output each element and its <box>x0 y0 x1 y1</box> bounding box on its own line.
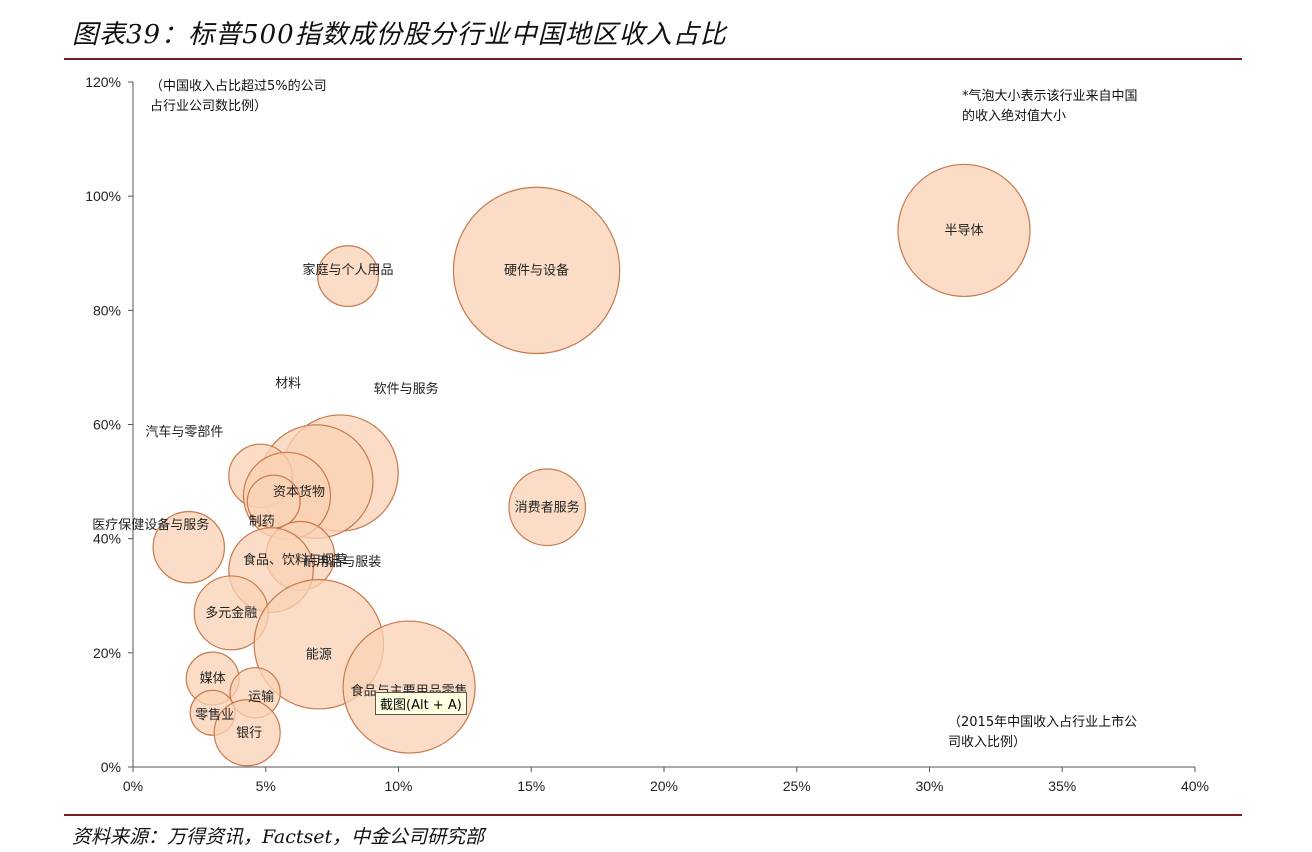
annotation-y-axis-note: 占行业公司数比例） <box>150 99 267 114</box>
bubble-label: 能源 <box>306 647 332 662</box>
x-tick-label: 20% <box>650 778 678 794</box>
bubble-layer <box>152 163 1031 767</box>
x-tick-label: 0% <box>123 778 143 794</box>
bubble-label: 耐用品与服装 <box>303 555 381 570</box>
bubble-point <box>152 510 225 584</box>
bubble-label: 运输 <box>248 689 274 705</box>
x-tick-label: 15% <box>517 778 545 794</box>
bubble-point <box>342 620 476 754</box>
bubble-point <box>508 468 587 547</box>
x-tick-label: 35% <box>1048 778 1076 794</box>
bubble-point <box>897 163 1031 298</box>
y-tick-label: 40% <box>93 531 121 547</box>
bubble-label: 软件与服务 <box>374 381 439 397</box>
y-tick-label: 20% <box>93 645 121 661</box>
source-rule <box>64 814 1242 816</box>
bubble-label: 资本货物 <box>273 484 325 500</box>
annotation-x-axis-note: （2015年中国收入占行业上市公 <box>948 714 1137 730</box>
x-tick-label: 30% <box>915 778 943 794</box>
bubble-label: 消费者服务 <box>515 499 580 515</box>
bubble-label: 材料 <box>275 377 301 392</box>
bubble-label: 多元金融 <box>205 605 257 621</box>
bubble-label: 银行 <box>236 726 262 741</box>
y-tick-label: 100% <box>85 188 121 204</box>
y-tick-label: 120% <box>85 74 121 90</box>
axes-layer: 0% 20% 40% 60% 80% 100% 120% 0% 5% 10% 15% 20% 25% 30… <box>85 74 1209 794</box>
bubble-label: 医疗保健设备与服务 <box>92 517 209 533</box>
y-tick-label: 60% <box>93 417 121 433</box>
page-title: 图表39：标普500指数成份股分行业中国地区收入占比 <box>72 20 727 50</box>
x-tick-label: 5% <box>256 778 276 794</box>
x-tick-label: 25% <box>783 778 811 794</box>
bubble-label: 食品、饮料与烟草 <box>243 552 347 568</box>
source-note: 资料来源：万得资讯，Factset，中金公司研究部 <box>72 826 485 848</box>
x-tick-label: 40% <box>1181 778 1209 794</box>
bubble-point <box>452 186 621 355</box>
bubble-label: 硬件与设备 <box>504 262 569 278</box>
bubble-label: 汽车与零部件 <box>145 424 223 440</box>
bubble-label: 家庭与个人用品 <box>303 262 394 278</box>
title-rule <box>64 58 1242 60</box>
annotation-size-note: *气泡大小表示该行业来自中国 <box>962 88 1138 104</box>
annotation-size-note: 的收入绝对值大小 <box>962 108 1066 124</box>
annotation-x-axis-note: 司收入比例） <box>948 735 1026 750</box>
bubble-label: 零售业 <box>195 707 234 723</box>
bubble-point <box>213 699 281 767</box>
y-tick-label: 80% <box>93 302 121 318</box>
bubble-point <box>317 245 380 308</box>
bubble-label: 半导体 <box>945 223 984 238</box>
bubble-label: 媒体 <box>200 672 226 687</box>
x-tick-label: 10% <box>384 778 412 794</box>
screenshot-tooltip: 截图(Alt + A) <box>375 692 467 715</box>
annotation-y-axis-note: （中国收入占比超过5%的公司 <box>150 78 327 94</box>
y-tick-label: 0% <box>101 759 121 775</box>
bubble-label: 制药 <box>249 515 275 530</box>
